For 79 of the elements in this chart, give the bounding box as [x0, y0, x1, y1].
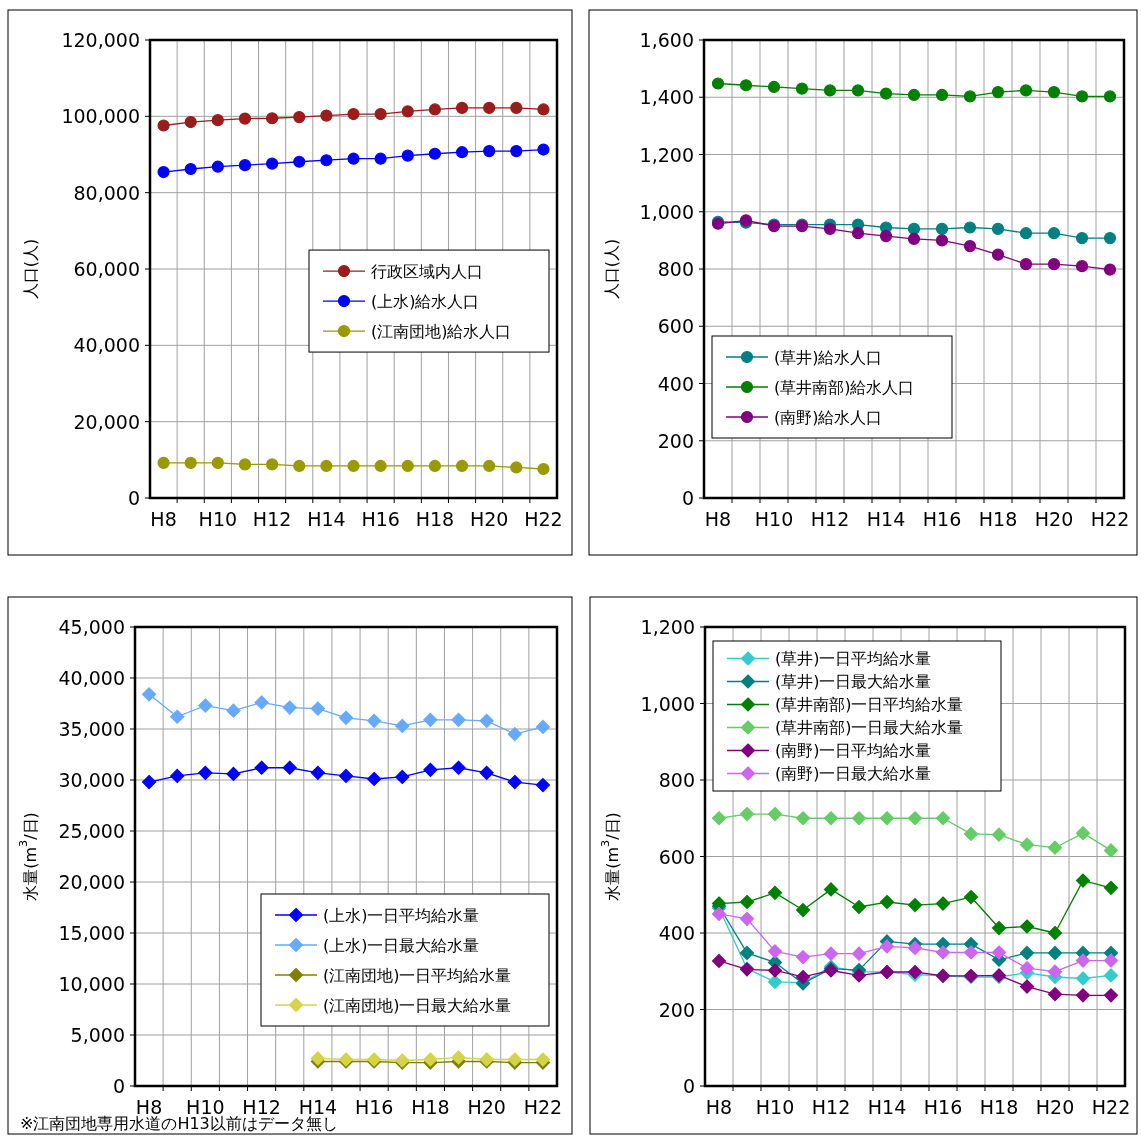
legend-label: (上水)一日最大給水量 — [323, 935, 480, 955]
y-tick-label: 0 — [682, 1075, 695, 1097]
x-tick-label: H16 — [361, 508, 400, 530]
y-tick-label: 120,000 — [61, 29, 140, 51]
legend-label: (上水)一日平均給水量 — [323, 905, 480, 925]
y-tick-label: 400 — [658, 922, 695, 944]
x-tick-label: H20 — [1034, 508, 1074, 530]
y-tick-label: 5,000 — [70, 1024, 125, 1046]
y-tick-label: 0 — [127, 487, 140, 509]
y-tick-label: 800 — [657, 258, 694, 280]
legend-label: (上水)給水人口 — [371, 291, 480, 311]
x-tick-label: H8 — [150, 508, 177, 530]
x-tick-label: H22 — [524, 508, 563, 530]
y-axis-title: 人口(人) — [601, 238, 621, 300]
y-tick-label: 1,200 — [640, 616, 695, 638]
y-tick-label: 30,000 — [58, 769, 125, 791]
x-tick-label: H14 — [307, 508, 346, 530]
y-tick-label: 200 — [657, 429, 694, 452]
y-tick-label: 25,000 — [58, 820, 125, 842]
x-tick-label: H20 — [469, 508, 509, 530]
y-tick-label: 40,000 — [58, 667, 125, 689]
x-tick-label: H8 — [704, 508, 732, 530]
y-tick-label: 60,000 — [73, 258, 140, 280]
x-tick-label: H18 — [415, 508, 455, 530]
y-tick-label: 15,000 — [58, 922, 125, 944]
legend-label: (南野)給水人口 — [774, 407, 883, 427]
x-tick-label: H16 — [923, 1096, 963, 1118]
x-tick-label: H8 — [705, 1096, 733, 1118]
y-tick-label: 45,000 — [58, 616, 125, 638]
x-tick-label: H12 — [252, 508, 292, 530]
y-tick-label: 1,200 — [639, 143, 694, 166]
x-tick-label: H14 — [867, 1096, 907, 1118]
x-tick-label: H18 — [978, 508, 1018, 530]
x-tick-label: H20 — [1035, 1096, 1075, 1118]
y-tick-label: 20,000 — [58, 871, 125, 893]
y-tick-label: 600 — [657, 315, 694, 338]
y-tick-label: 20,000 — [73, 410, 140, 433]
legend-label: (草井南部)一日平均給水量 — [775, 695, 964, 714]
y-tick-label: 100,000 — [61, 105, 140, 128]
legend-label: (草井)給水人口 — [774, 347, 883, 367]
y-tick-label: 1,600 — [639, 29, 694, 51]
legend-label: (江南団地)一日平均給水量 — [323, 965, 512, 985]
x-tick-label: H12 — [810, 508, 850, 530]
y-tick-label: 1,000 — [640, 692, 695, 715]
y-tick-label: 35,000 — [58, 718, 125, 740]
x-tick-label: H10 — [755, 1096, 795, 1118]
y-tick-label: 0 — [112, 1075, 125, 1097]
x-tick-label: H16 — [922, 508, 962, 530]
legend-label: (草井南部)一日最大給水量 — [775, 718, 964, 737]
y-tick-label: 1,000 — [639, 200, 694, 223]
x-tick-label: H22 — [1090, 508, 1130, 530]
x-tick-label: H20 — [467, 1096, 506, 1118]
legend-label: 行政区域内人口 — [371, 261, 483, 281]
y-axis-title: 人口(人) — [20, 238, 40, 300]
x-tick-label: H18 — [411, 1096, 450, 1118]
legend-label: (草井南部)給水人口 — [774, 377, 915, 397]
y-tick-label: 10,000 — [58, 973, 125, 995]
x-tick-label: H14 — [866, 508, 906, 530]
y-tick-label: 1,400 — [639, 86, 694, 109]
y-tick-label: 600 — [658, 845, 695, 868]
x-tick-label: H10 — [198, 508, 238, 530]
legend-label: (江南団地)給水人口 — [371, 321, 512, 341]
y-tick-label: 200 — [658, 998, 695, 1021]
x-tick-label: H22 — [1091, 1096, 1131, 1118]
legend-label: (南野)一日最大給水量 — [775, 764, 932, 783]
x-tick-label: H10 — [754, 508, 794, 530]
y-tick-label: 40,000 — [73, 334, 140, 357]
legend-label: (江南団地)一日最大給水量 — [323, 995, 512, 1015]
x-tick-label: H22 — [523, 1096, 563, 1118]
x-tick-label: H16 — [354, 1096, 394, 1118]
legend-label: (草井)一日最大給水量 — [775, 672, 932, 691]
y-tick-label: 80,000 — [73, 181, 140, 204]
y-tick-label: 0 — [681, 487, 694, 509]
y-tick-label: 800 — [658, 769, 695, 791]
x-tick-label: H18 — [979, 1096, 1019, 1118]
x-tick-label: H12 — [811, 1096, 851, 1118]
legend-label: (草井)一日平均給水量 — [775, 649, 932, 668]
legend-label: (南野)一日平均給水量 — [775, 741, 932, 760]
y-tick-label: 400 — [657, 372, 694, 395]
